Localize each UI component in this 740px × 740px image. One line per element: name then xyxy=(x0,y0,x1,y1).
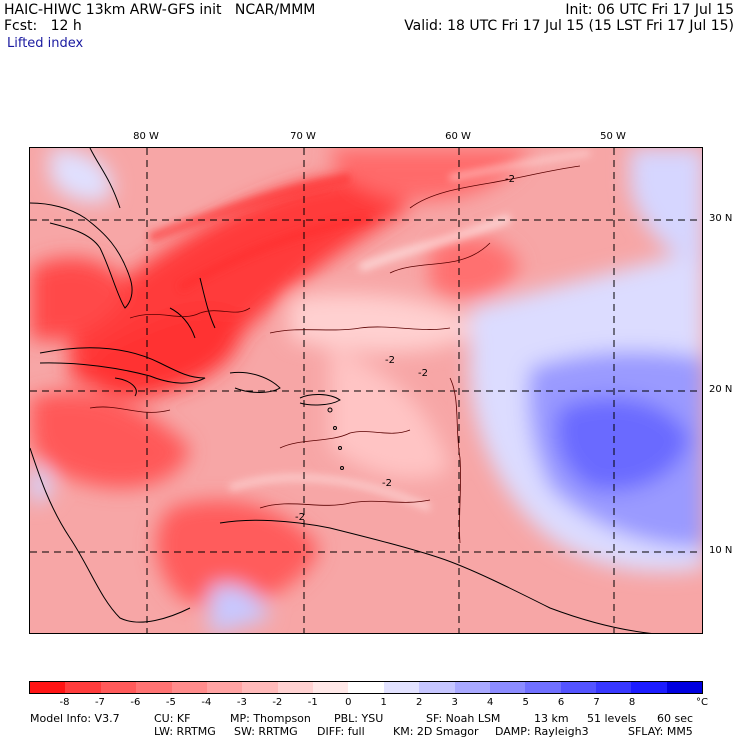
colorbar-tick-label: -4 xyxy=(201,697,212,708)
lat-label-10n: 10 N xyxy=(709,545,733,556)
footer-sw: SW: RRTMG xyxy=(234,725,298,738)
footer-km: KM: 2D Smagor xyxy=(393,725,479,738)
lon-label-50w: 50 W xyxy=(600,131,626,142)
colorbar-tick-label: 8 xyxy=(628,697,636,708)
field-texture xyxy=(148,150,591,512)
field-name: Lifted index xyxy=(7,36,84,51)
colorbar-swatch xyxy=(100,682,137,693)
colorbar-tick-label: -1 xyxy=(307,697,318,708)
colorbar-tick-label: -3 xyxy=(236,697,247,708)
colorbar-swatch xyxy=(313,682,349,693)
valid-time: Valid: 18 UTC Fri 17 Jul 15 (15 LST Fri … xyxy=(404,18,734,34)
colorbar-tick-label: 0 xyxy=(345,697,352,708)
colorbar-tick-label: -8 xyxy=(59,697,70,708)
lat-label-30n: 30 N xyxy=(709,213,733,224)
colorbar-tick-label: 4 xyxy=(486,697,494,708)
forecast-hour: Fcst: 12 h xyxy=(4,18,82,34)
colorbar-swatch xyxy=(383,682,420,693)
colorbar-swatch xyxy=(419,682,455,693)
colorbar-swatch xyxy=(631,682,667,693)
lat-label-20n: 20 N xyxy=(709,384,733,395)
lon-label-70w: 70 W xyxy=(290,131,316,142)
contour-label: -2 xyxy=(385,355,395,366)
footer-model-info: Model Info: V3.7 xyxy=(30,712,120,725)
colorbar-swatch xyxy=(206,682,243,693)
footer-lw: LW: RRTMG xyxy=(154,725,216,738)
colorbar-tick-label: -7 xyxy=(94,697,105,708)
colorbar-swatch xyxy=(454,682,490,693)
colorbar-swatch xyxy=(277,682,313,693)
footer-damp: DAMP: Rayleigh3 xyxy=(495,725,589,738)
colorbar-swatch xyxy=(560,682,596,693)
coastlines xyxy=(30,148,652,633)
colorbar-swatch xyxy=(525,682,561,693)
colorbar-tick-label: -5 xyxy=(165,697,176,708)
colorbar-tick-label: -2 xyxy=(272,697,283,708)
colorbar-swatch xyxy=(489,682,526,693)
colorbar-tick-label: 3 xyxy=(451,697,458,708)
contour-label: -2 xyxy=(295,512,305,523)
colorbar-tick-label: 2 xyxy=(416,697,423,708)
footer-diff: DIFF: full xyxy=(317,725,365,738)
footer-resolution: 13 km xyxy=(534,712,569,725)
colorbar-unit: °C xyxy=(696,697,708,708)
colorbar-tick-label: 5 xyxy=(522,697,529,708)
colorbar-swatch xyxy=(596,682,632,693)
colorbar-swatch xyxy=(348,682,384,693)
colorbar-swatch xyxy=(171,682,207,693)
field-shading xyxy=(30,148,702,633)
contour-label: -2 xyxy=(418,368,428,379)
colorbar-tick-label: -6 xyxy=(130,697,141,708)
colorbar xyxy=(29,681,703,694)
contour-labels: -2 -2 -2 -2 -2 xyxy=(295,174,515,523)
footer-pbl: PBL: YSU xyxy=(334,712,384,725)
footer-sflay: SFLAY: MM5 xyxy=(628,725,693,738)
graticule xyxy=(30,148,702,633)
colorbar-tick-label: 7 xyxy=(593,697,600,708)
lon-label-80w: 80 W xyxy=(133,131,159,142)
lifted-index-map: -2 -2 -2 -2 -2 xyxy=(29,147,703,634)
footer-mp: MP: Thompson xyxy=(230,712,311,725)
colorbar-swatch xyxy=(242,682,278,693)
colorbar-tick-label: 6 xyxy=(557,697,565,708)
footer-timestep: 60 sec xyxy=(657,712,694,725)
footer-levels: 51 levels xyxy=(587,712,637,725)
colorbar-swatch xyxy=(65,682,101,693)
lon-label-60w: 60 W xyxy=(445,131,471,142)
li-contours xyxy=(89,165,581,544)
colorbar-swatch xyxy=(666,682,703,693)
model-title: HAIC-HIWC 13km ARW-GFS init NCAR/MMM xyxy=(4,2,316,18)
colorbar-tick-label: 1 xyxy=(380,697,387,708)
contour-label: -2 xyxy=(382,478,392,489)
footer-cu: CU: KF xyxy=(154,712,191,725)
map-canvas: -2 -2 -2 -2 -2 xyxy=(30,148,702,633)
init-time: Init: 06 UTC Fri 17 Jul 15 xyxy=(565,2,734,18)
footer-sf: SF: Noah LSM xyxy=(426,712,501,725)
contour-label: -2 xyxy=(505,174,515,185)
colorbar-swatch xyxy=(136,682,172,693)
colorbar-swatch xyxy=(30,682,66,693)
